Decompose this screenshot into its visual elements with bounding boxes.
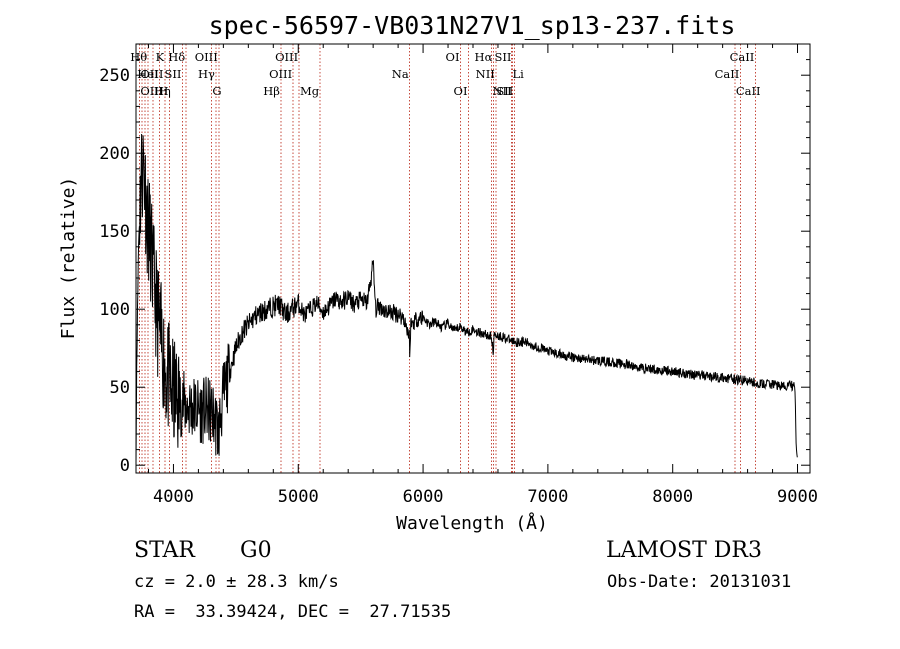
line-label: OI (446, 50, 460, 64)
line-label: Li (512, 67, 524, 81)
axis-ticks: 4000 5000 6000 7000 8000 9000 0 50 100 150 200 250 (99, 44, 818, 507)
y-tick-label: 150 (99, 222, 130, 242)
line-label: Na (392, 67, 409, 81)
line-label: Hγ (198, 67, 215, 81)
line-label: OIII (269, 67, 292, 81)
line-label: Hδ (168, 50, 185, 64)
line-label: HeI (137, 67, 158, 81)
y-tick-label: 100 (99, 300, 130, 320)
line-label: OIII (195, 50, 218, 64)
x-tick-label: 5000 (278, 487, 319, 507)
y-axis-label: Flux (relative) (58, 177, 79, 340)
y-tick-label: 200 (99, 144, 130, 164)
y-tick-label: 50 (110, 378, 130, 398)
object-class: STAR (134, 538, 195, 563)
line-label: CaII (736, 84, 761, 98)
line-label: G (212, 84, 221, 98)
line-label: CaII (715, 67, 740, 81)
line-label: Hθ (130, 50, 147, 64)
data-layer (135, 133, 798, 465)
x-tick-label: 7000 (527, 487, 568, 507)
observation-date: Obs-Date: 20131031 (607, 572, 792, 592)
x-tick-label: 6000 (403, 487, 444, 507)
redshift-text: cz = 2.0 ± 28.3 km/s (134, 572, 339, 592)
line-label: Hα (475, 50, 493, 64)
coordinates-text: RA = 33.39424, DEC = 27.71535 (134, 602, 452, 622)
line-label: Mg (300, 84, 320, 98)
line-label: OIII (140, 67, 163, 81)
line-label: K (156, 50, 165, 64)
x-tick-label: 8000 (652, 487, 693, 507)
line-label: SII (164, 67, 181, 81)
x-tick-label: 9000 (777, 487, 818, 507)
line-label: Hβ (263, 84, 280, 98)
line-label: H (158, 84, 168, 98)
line-label: OI (454, 84, 468, 98)
object-subclass: G0 (240, 538, 272, 563)
y-tick-label: 0 (120, 456, 130, 476)
line-label: NII (492, 84, 511, 98)
flux-series-line (135, 133, 798, 465)
line-label: SII (496, 84, 513, 98)
line-label: OIII (140, 84, 163, 98)
chart-title: spec-56597-VB031N27V1_sp13-237.fits (209, 11, 736, 40)
line-label: SII (494, 50, 511, 64)
line-label: OIII (275, 50, 298, 64)
x-axis-label: Wavelength (Å) (396, 512, 548, 534)
line-label: Hη (154, 84, 171, 98)
y-tick-label: 250 (99, 66, 130, 86)
line-label: CaII (730, 50, 755, 64)
x-tick-label: 4000 (153, 487, 194, 507)
survey-name: LAMOST DR3 (606, 538, 762, 563)
line-label: NII (476, 67, 495, 81)
plot-frame (135, 43, 811, 474)
